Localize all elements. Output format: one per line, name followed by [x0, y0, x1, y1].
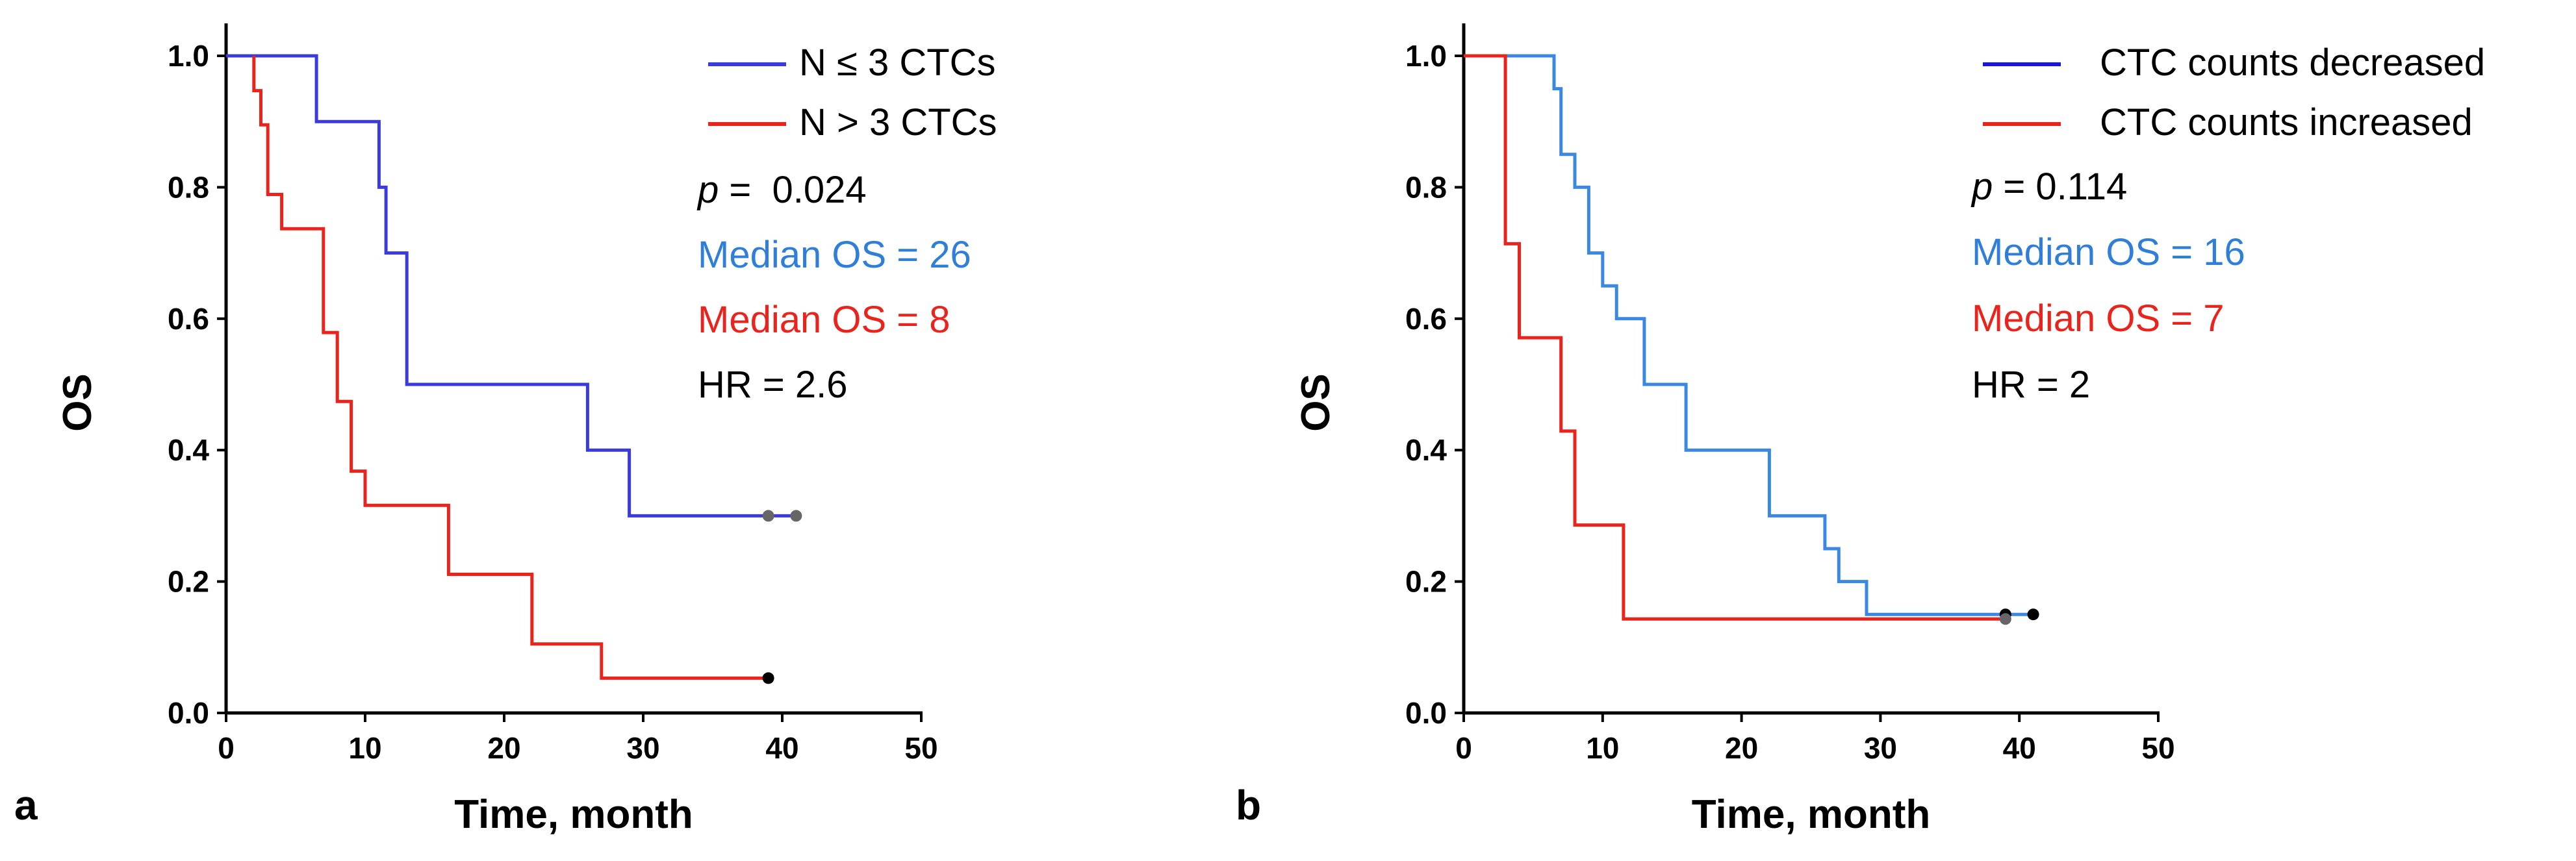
median-os-label: Median OS = 8: [698, 299, 950, 341]
y-tick-label: 0.2: [168, 565, 209, 599]
x-axis-label: Time, month: [454, 792, 693, 837]
x-tick-label: 30: [626, 731, 659, 765]
p-value-symbol: p: [1970, 166, 1993, 208]
x-tick-label: 50: [2141, 731, 2174, 765]
censor-mark: [1999, 613, 2011, 625]
p-value: p = 0.024: [696, 169, 867, 211]
median-os-label: Median OS = 16: [1972, 231, 2245, 273]
km-curve-2: [252, 56, 769, 680]
x-tick-label: 30: [1864, 731, 1897, 765]
y-tick-label: 1.0: [168, 39, 209, 73]
y-tick-label: 0.8: [168, 170, 209, 204]
x-axis-label: Time, month: [1692, 792, 1930, 837]
y-tick-label: 0.4: [1405, 433, 1447, 467]
p-value-text: = 0.114: [1993, 166, 2127, 208]
y-tick-label: 0.0: [168, 696, 209, 730]
panel-label: a: [14, 782, 38, 829]
median-os-label: Median OS = 7: [1972, 297, 2225, 340]
y-tick-label: 0.8: [1405, 170, 1447, 204]
y-tick-label: 0.2: [1405, 565, 1447, 599]
y-axis-label: OS: [1294, 373, 1338, 432]
p-value-symbol: p: [696, 169, 719, 211]
p-value-text: = 0.024: [719, 169, 866, 211]
km-curve-1: [226, 54, 797, 518]
x-tick-label: 10: [1586, 731, 1619, 765]
censor-mark: [790, 510, 802, 522]
legend-label: CTC counts decreased: [2100, 42, 2485, 84]
x-tick-label: 10: [348, 731, 381, 765]
censor-mark: [2027, 608, 2039, 621]
chart-panel-a: 0 10 20 30 40 50 0.0 0.2 0.4 0.6 0.8 1.0 Time, month…: [14, 23, 997, 837]
x-tick-label: 40: [2003, 731, 2036, 765]
x-tick-label: 0: [1455, 731, 1472, 765]
y-tick-label: 0.6: [168, 302, 209, 336]
legend-label: CTC counts increased: [2100, 101, 2473, 144]
hazard-ratio: HR = 2.6: [698, 364, 848, 406]
hazard-ratio: HR = 2: [1972, 364, 2090, 406]
y-tick-label: 0.4: [168, 433, 209, 467]
legend-label: N ≤ 3 CTCs: [799, 42, 996, 84]
y-tick-label: 0.0: [1405, 696, 1447, 730]
median-os-label: Median OS = 26: [698, 234, 971, 276]
x-tick-label: 50: [904, 731, 937, 765]
y-tick-label: 1.0: [1405, 39, 1447, 73]
x-tick-label: 40: [765, 731, 798, 765]
legend-label: N > 3 CTCs: [799, 101, 997, 144]
p-value: p = 0.114: [1970, 166, 2127, 208]
y-tick-label: 0.6: [1405, 302, 1447, 336]
km-curve-1: [1464, 54, 2034, 616]
y-axis-label: OS: [55, 373, 100, 432]
censor-mark: [762, 510, 774, 522]
x-tick-label: 20: [1725, 731, 1758, 765]
panel-label: b: [1236, 782, 1261, 829]
chart-panel-b: 0 10 20 30 40 50 0.0 0.2 0.4 0.6 0.8 1.0 Time, month…: [1236, 23, 2485, 837]
km-curve-2: [1464, 54, 2006, 621]
x-tick-label: 20: [487, 731, 520, 765]
censor-mark: [762, 672, 774, 684]
x-tick-label: 0: [218, 731, 235, 765]
